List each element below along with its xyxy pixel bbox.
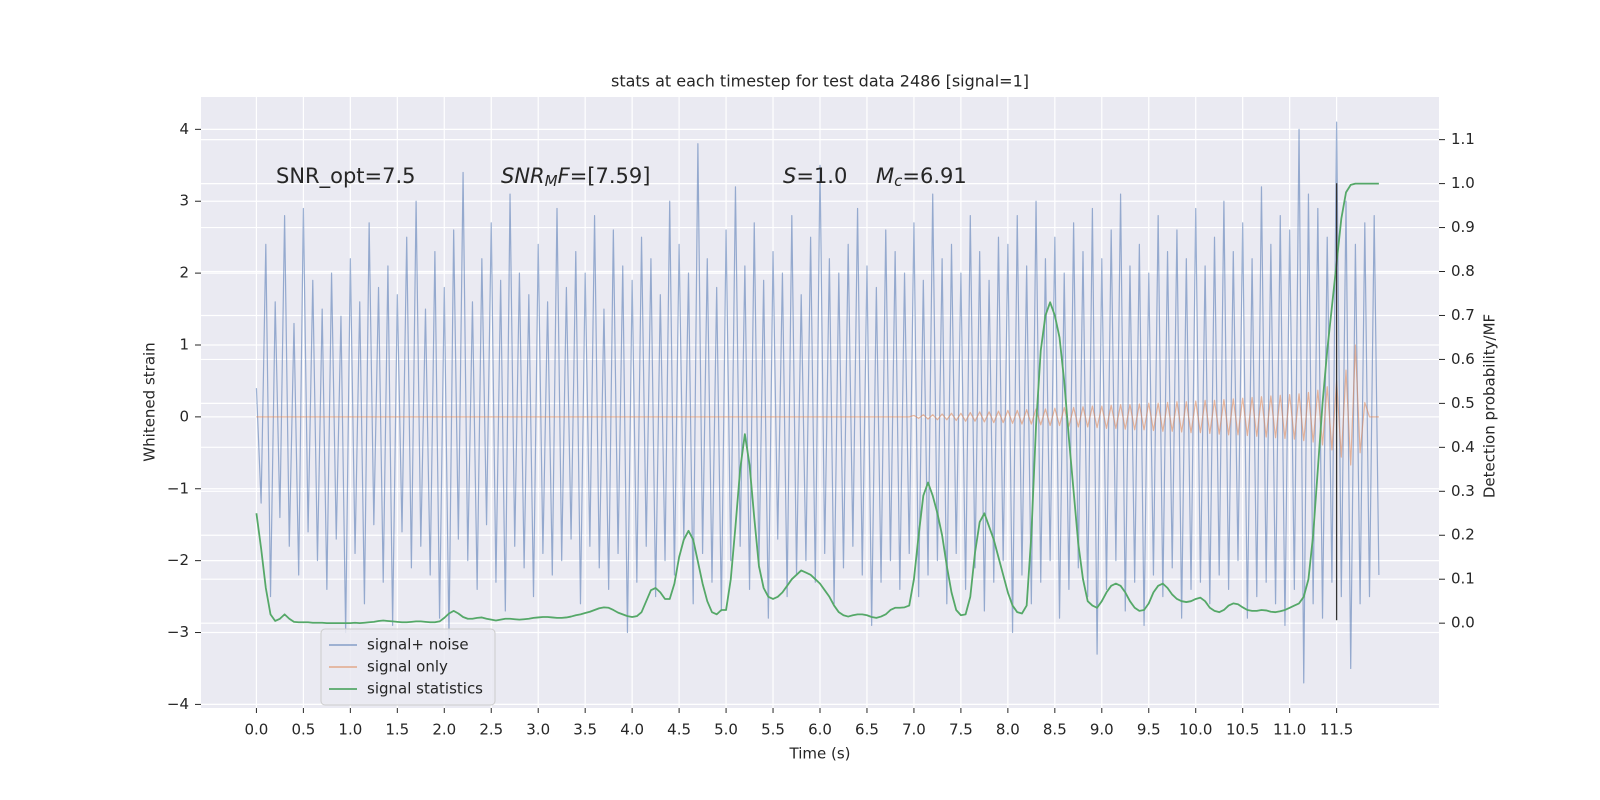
annotation: SNR_opt=7.5 — [276, 164, 416, 189]
annotation: SNRMF=[7.59] — [501, 164, 650, 190]
x-tick-label: 2.0 — [432, 721, 456, 739]
annotation-part: =6.91 — [902, 164, 966, 188]
x-tick-label: 9.0 — [1090, 721, 1114, 739]
y2-tick-label: 0.4 — [1451, 438, 1475, 456]
x-tick-label: 4.0 — [620, 721, 644, 739]
x-tick-label: 4.5 — [667, 721, 691, 739]
data-line — [255, 121, 1380, 684]
x-tick-label: 2.5 — [479, 721, 503, 739]
legend-box — [320, 628, 496, 706]
x-tick-label: 3.5 — [573, 721, 597, 739]
y2-tick-label: 1.1 — [1451, 130, 1475, 148]
y-tick-label: −3 — [167, 623, 189, 641]
axes: 0.0 0.5 1.0 1.5 2.0 2.5 3.0 3.5 4.0 4.5 5.0 5.5 6.0 6… — [167, 120, 1475, 739]
data-line — [255, 182, 1379, 625]
annotation: Mc=6.91 — [876, 164, 967, 190]
x-tick-label: 6.0 — [808, 721, 832, 739]
x-tick-label: 10.0 — [1179, 721, 1212, 739]
data-layer — [255, 121, 1380, 684]
annotation-part: S — [783, 164, 796, 188]
data-line — [256, 344, 1379, 466]
annotation-part: SNR — [501, 164, 545, 188]
x-tick-label: 11.0 — [1273, 721, 1306, 739]
y-tick-label: −4 — [167, 695, 189, 713]
x-tick-label: 7.5 — [949, 721, 973, 739]
annotation-part: F — [558, 164, 571, 188]
y2-tick-label: 0.9 — [1451, 218, 1475, 236]
y2-tick-label: 0.0 — [1451, 614, 1475, 632]
y2-tick-label: 0.5 — [1451, 394, 1475, 412]
x-tick-label: 5.0 — [714, 721, 738, 739]
x-tick-label: 8.0 — [996, 721, 1020, 739]
x-tick-label: 7.0 — [902, 721, 926, 739]
y-tick-label: 4 — [179, 120, 189, 138]
y-tick-label: 2 — [179, 264, 189, 282]
y2-tick-label: 1.0 — [1451, 174, 1475, 192]
x-tick-label: 10.5 — [1226, 721, 1259, 739]
x-tick-label: 0.5 — [291, 721, 315, 739]
x-tick-label: 9.5 — [1137, 721, 1161, 739]
x-tick-label: 3.0 — [526, 721, 550, 739]
annotation-part: c — [894, 172, 903, 190]
annotation-part: M — [545, 172, 558, 190]
legend-label: signal only — [367, 658, 448, 676]
annotation-part: M — [876, 164, 894, 188]
y2-tick-label: 0.6 — [1451, 350, 1475, 368]
x-tick-label: 0.0 — [244, 721, 268, 739]
y-tick-label: 3 — [179, 192, 189, 210]
y2-tick-label: 0.2 — [1451, 526, 1475, 544]
y-tick-label: −1 — [167, 479, 189, 497]
legend-label: signal+ noise — [367, 636, 469, 654]
y2-axis-label: Detection probability/MF — [1481, 314, 1499, 498]
legend-label: signal statistics — [367, 680, 483, 698]
annotation: S=1.0 — [783, 164, 847, 188]
y2-tick-label: 0.7 — [1451, 306, 1475, 324]
x-axis-label: Time (s) — [789, 745, 851, 763]
y2-tick-label: 0.1 — [1451, 570, 1475, 588]
annotation-part: SNR_opt=7.5 — [276, 164, 416, 189]
annotation-part: =1.0 — [796, 164, 847, 188]
y-tick-label: −2 — [167, 551, 189, 569]
y2-tick-label: 0.3 — [1451, 482, 1475, 500]
x-tick-label: 6.5 — [855, 721, 879, 739]
y-tick-label: 0 — [179, 407, 189, 425]
x-tick-label: 11.5 — [1320, 721, 1353, 739]
y-axis-label: Whitened strain — [141, 342, 159, 461]
legend: signal+ noise signal only signal statistic… — [320, 628, 496, 706]
chart-title: stats at each timestep for test data 248… — [611, 72, 1029, 91]
y-tick-label: 1 — [179, 335, 189, 353]
y2-tick-label: 0.8 — [1451, 262, 1475, 280]
annotation-part: =[7.59] — [570, 164, 651, 188]
x-tick-label: 1.0 — [338, 721, 362, 739]
x-tick-label: 8.5 — [1043, 721, 1067, 739]
x-tick-label: 1.5 — [385, 721, 409, 739]
x-tick-label: 5.5 — [761, 721, 785, 739]
